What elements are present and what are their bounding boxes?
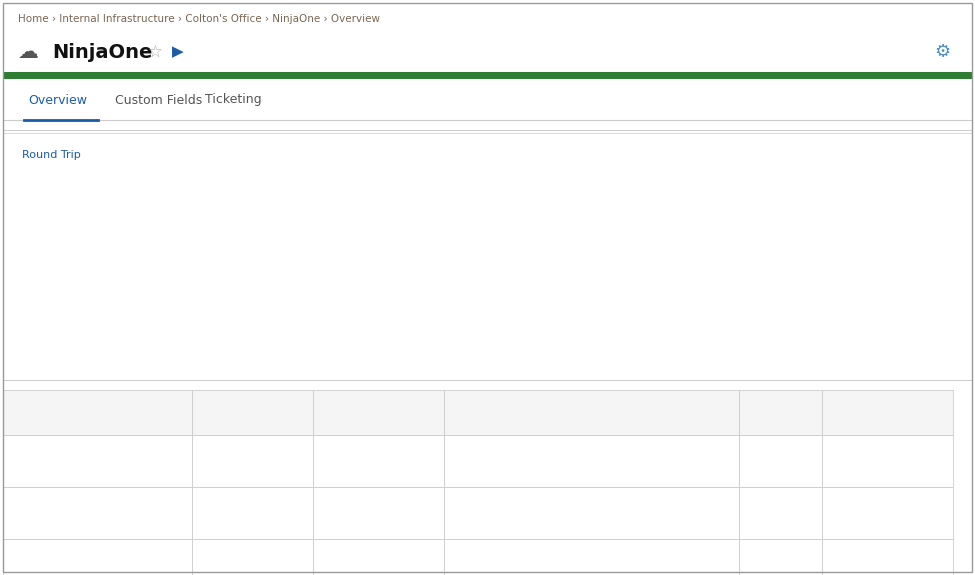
Text: Result: Result: [231, 406, 274, 419]
Text: Custom Fields: Custom Fields: [115, 94, 202, 106]
Text: 1 ms: 1 ms: [874, 456, 901, 466]
Text: Round Trip: Round Trip: [22, 150, 81, 160]
Text: ▶: ▶: [172, 44, 183, 59]
Text: Home › Internal Infrastructure › Colton's Office › NinjaOne › Overview: Home › Internal Infrastructure › Colton'…: [18, 14, 380, 24]
Text: TTL: TTL: [768, 406, 793, 419]
Text: ⚙: ⚙: [934, 43, 950, 61]
Text: Overview: Overview: [28, 94, 87, 106]
Text: 1 ms: 1 ms: [874, 508, 901, 518]
Text: FINISHED: FINISHED: [227, 456, 278, 466]
Text: ☆: ☆: [148, 43, 163, 61]
Text: 141.193.213.21: 141.193.213.21: [335, 456, 421, 466]
Text: 141.193.213.20: 141.193.213.20: [335, 508, 421, 518]
Text: Tue, May 9, 2023 9:55 AM: Tue, May 9, 2023 9:55 AM: [27, 560, 168, 570]
Text: Round Trip: Round Trip: [851, 406, 923, 419]
Text: ☁: ☁: [18, 42, 39, 62]
Text: FINISHED: FINISHED: [227, 560, 278, 570]
Text: FINISHED: FINISHED: [227, 508, 278, 518]
Text: 3 of 3 packets transmitted successfully
0% packet loss: 3 of 3 packets transmitted successfully …: [485, 502, 698, 524]
Text: 51: 51: [774, 456, 788, 466]
Text: 3 of 3 packets transmitted successfully
0% packet loss: 3 of 3 packets transmitted successfully …: [485, 450, 698, 472]
Text: NinjaOne: NinjaOne: [52, 43, 152, 62]
Text: 1 ms: 1 ms: [874, 560, 901, 570]
Text: 3 of 3 packets transmitted successfully
0% packet loss: 3 of 3 packets transmitted successfully …: [485, 554, 698, 575]
Text: 141.193.213.21: 141.193.213.21: [335, 560, 421, 570]
Text: Tue, May 9, 2023 9:40 AM: Tue, May 9, 2023 9:40 AM: [26, 508, 168, 518]
Text: 47: 47: [774, 508, 788, 518]
Text: Tue, May 9, 2023 9:25 AM: Tue, May 9, 2023 9:25 AM: [27, 456, 168, 466]
Text: Time: Time: [81, 406, 114, 419]
Text: 51: 51: [774, 560, 788, 570]
Text: Packet Transmission: Packet Transmission: [525, 406, 659, 419]
Text: Ticketing: Ticketing: [205, 94, 261, 106]
Text: Resolved IP: Resolved IP: [340, 406, 417, 419]
